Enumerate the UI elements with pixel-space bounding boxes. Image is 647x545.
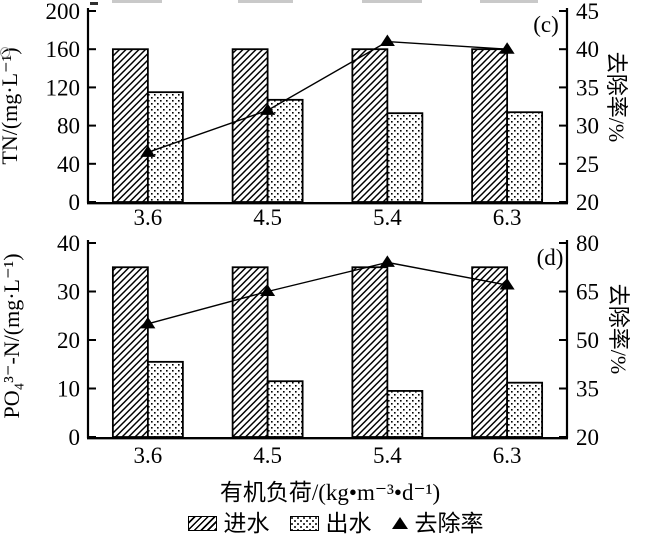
legend-item-removal-rate: 去除率	[391, 510, 484, 536]
removal-rate-triangle-swatch	[391, 517, 408, 529]
legend-label-effluent: 出水	[325, 510, 372, 536]
effluent-bar	[386, 112, 424, 203]
right-tick-label: 50	[576, 328, 599, 353]
y-axis-label-removal-rate-bottom: 去除率/%	[606, 283, 631, 375]
panel-label-c: (c)	[533, 12, 559, 37]
left-tick-label: 120	[46, 75, 81, 100]
influent-hatch-swatch	[187, 515, 217, 531]
category-label: 6.3	[493, 443, 522, 468]
effluent-bar	[386, 390, 424, 438]
effluent-bar	[146, 91, 184, 203]
crop-artifact-dash	[238, 0, 293, 3]
effluent-bar	[146, 360, 184, 438]
removal-rate-marker	[140, 316, 156, 329]
left-tick-label: 80	[57, 114, 80, 139]
y-axis-label-tn: TN/(mg·L⁻¹)	[0, 47, 22, 165]
removal-rate-marker	[140, 145, 156, 157]
removal-rate-line	[147, 40, 508, 154]
removal-rate-marker	[499, 42, 515, 54]
removal-rate-line	[147, 261, 508, 325]
effluent-bar	[506, 111, 544, 203]
crop-artifact-circle	[0, 47, 10, 58]
right-tick-label: 30	[576, 114, 599, 139]
right-tick-label: 45	[576, 0, 599, 24]
category-label: 5.4	[373, 443, 402, 468]
right-tick-label: 40	[576, 37, 599, 62]
left-tick-label: 0	[69, 190, 81, 215]
category-label: 3.6	[134, 205, 163, 230]
removal-rate-marker	[379, 255, 395, 267]
left-tick-label: 40	[57, 231, 80, 256]
legend-label-influent: 进水	[223, 510, 270, 536]
effluent-bar	[266, 98, 304, 203]
crop-artifact-dash	[90, 2, 98, 5]
left-tick-label: 40	[57, 152, 80, 177]
legend: 进水 出水 去除率	[0, 509, 647, 537]
crop-artifact-dash	[362, 0, 422, 3]
left-tick-label: 20	[57, 328, 80, 353]
influent-bar	[231, 48, 269, 203]
effluent-bar	[266, 380, 304, 438]
influent-bar	[471, 266, 509, 438]
legend-item-influent: 进水	[187, 510, 270, 536]
left-tick-label: 30	[57, 280, 80, 305]
effluent-dots-swatch	[289, 515, 319, 531]
influent-bar	[351, 266, 389, 438]
right-tick-label: 80	[576, 231, 599, 256]
right-tick-label: 35	[576, 377, 599, 402]
legend-label-removal-rate: 去除率	[414, 510, 484, 536]
right-tick-label: 35	[576, 75, 599, 100]
y-axis-label-po4: PO₄³⁻-N/(mg·L⁻¹)	[0, 253, 24, 419]
legend-item-effluent: 出水	[289, 510, 372, 536]
category-label: 5.4	[373, 205, 402, 230]
influent-bar	[111, 48, 149, 203]
category-label: 4.5	[253, 205, 282, 230]
crop-artifact-dash	[112, 0, 162, 3]
y-axis-label-removal-rate-top: 去除率/%	[604, 51, 629, 143]
left-tick-label: 10	[57, 377, 80, 402]
right-tick-label: 20	[576, 190, 599, 215]
removal-rate-marker	[379, 34, 395, 47]
effluent-bar	[506, 381, 544, 438]
influent-bar	[111, 266, 149, 438]
category-label: 3.6	[134, 443, 163, 468]
right-tick-label: 65	[576, 280, 599, 305]
panel-label-d: (d)	[536, 245, 564, 270]
left-tick-label: 200	[46, 0, 81, 24]
influent-bar	[471, 48, 509, 203]
removal-rate-marker	[260, 284, 276, 296]
removal-rate-marker	[499, 278, 515, 290]
left-tick-label: 160	[46, 37, 81, 62]
influent-bar	[351, 48, 389, 203]
removal-rate-marker	[260, 103, 276, 115]
category-label: 6.3	[493, 205, 522, 230]
x-axis-label: 有机负荷/(kg•m⁻³•d⁻¹)	[219, 480, 441, 505]
left-tick-label: 0	[69, 425, 81, 450]
right-tick-label: 20	[576, 425, 599, 450]
category-label: 4.5	[253, 443, 282, 468]
right-tick-label: 25	[576, 152, 599, 177]
crop-artifact-dash	[480, 0, 538, 3]
